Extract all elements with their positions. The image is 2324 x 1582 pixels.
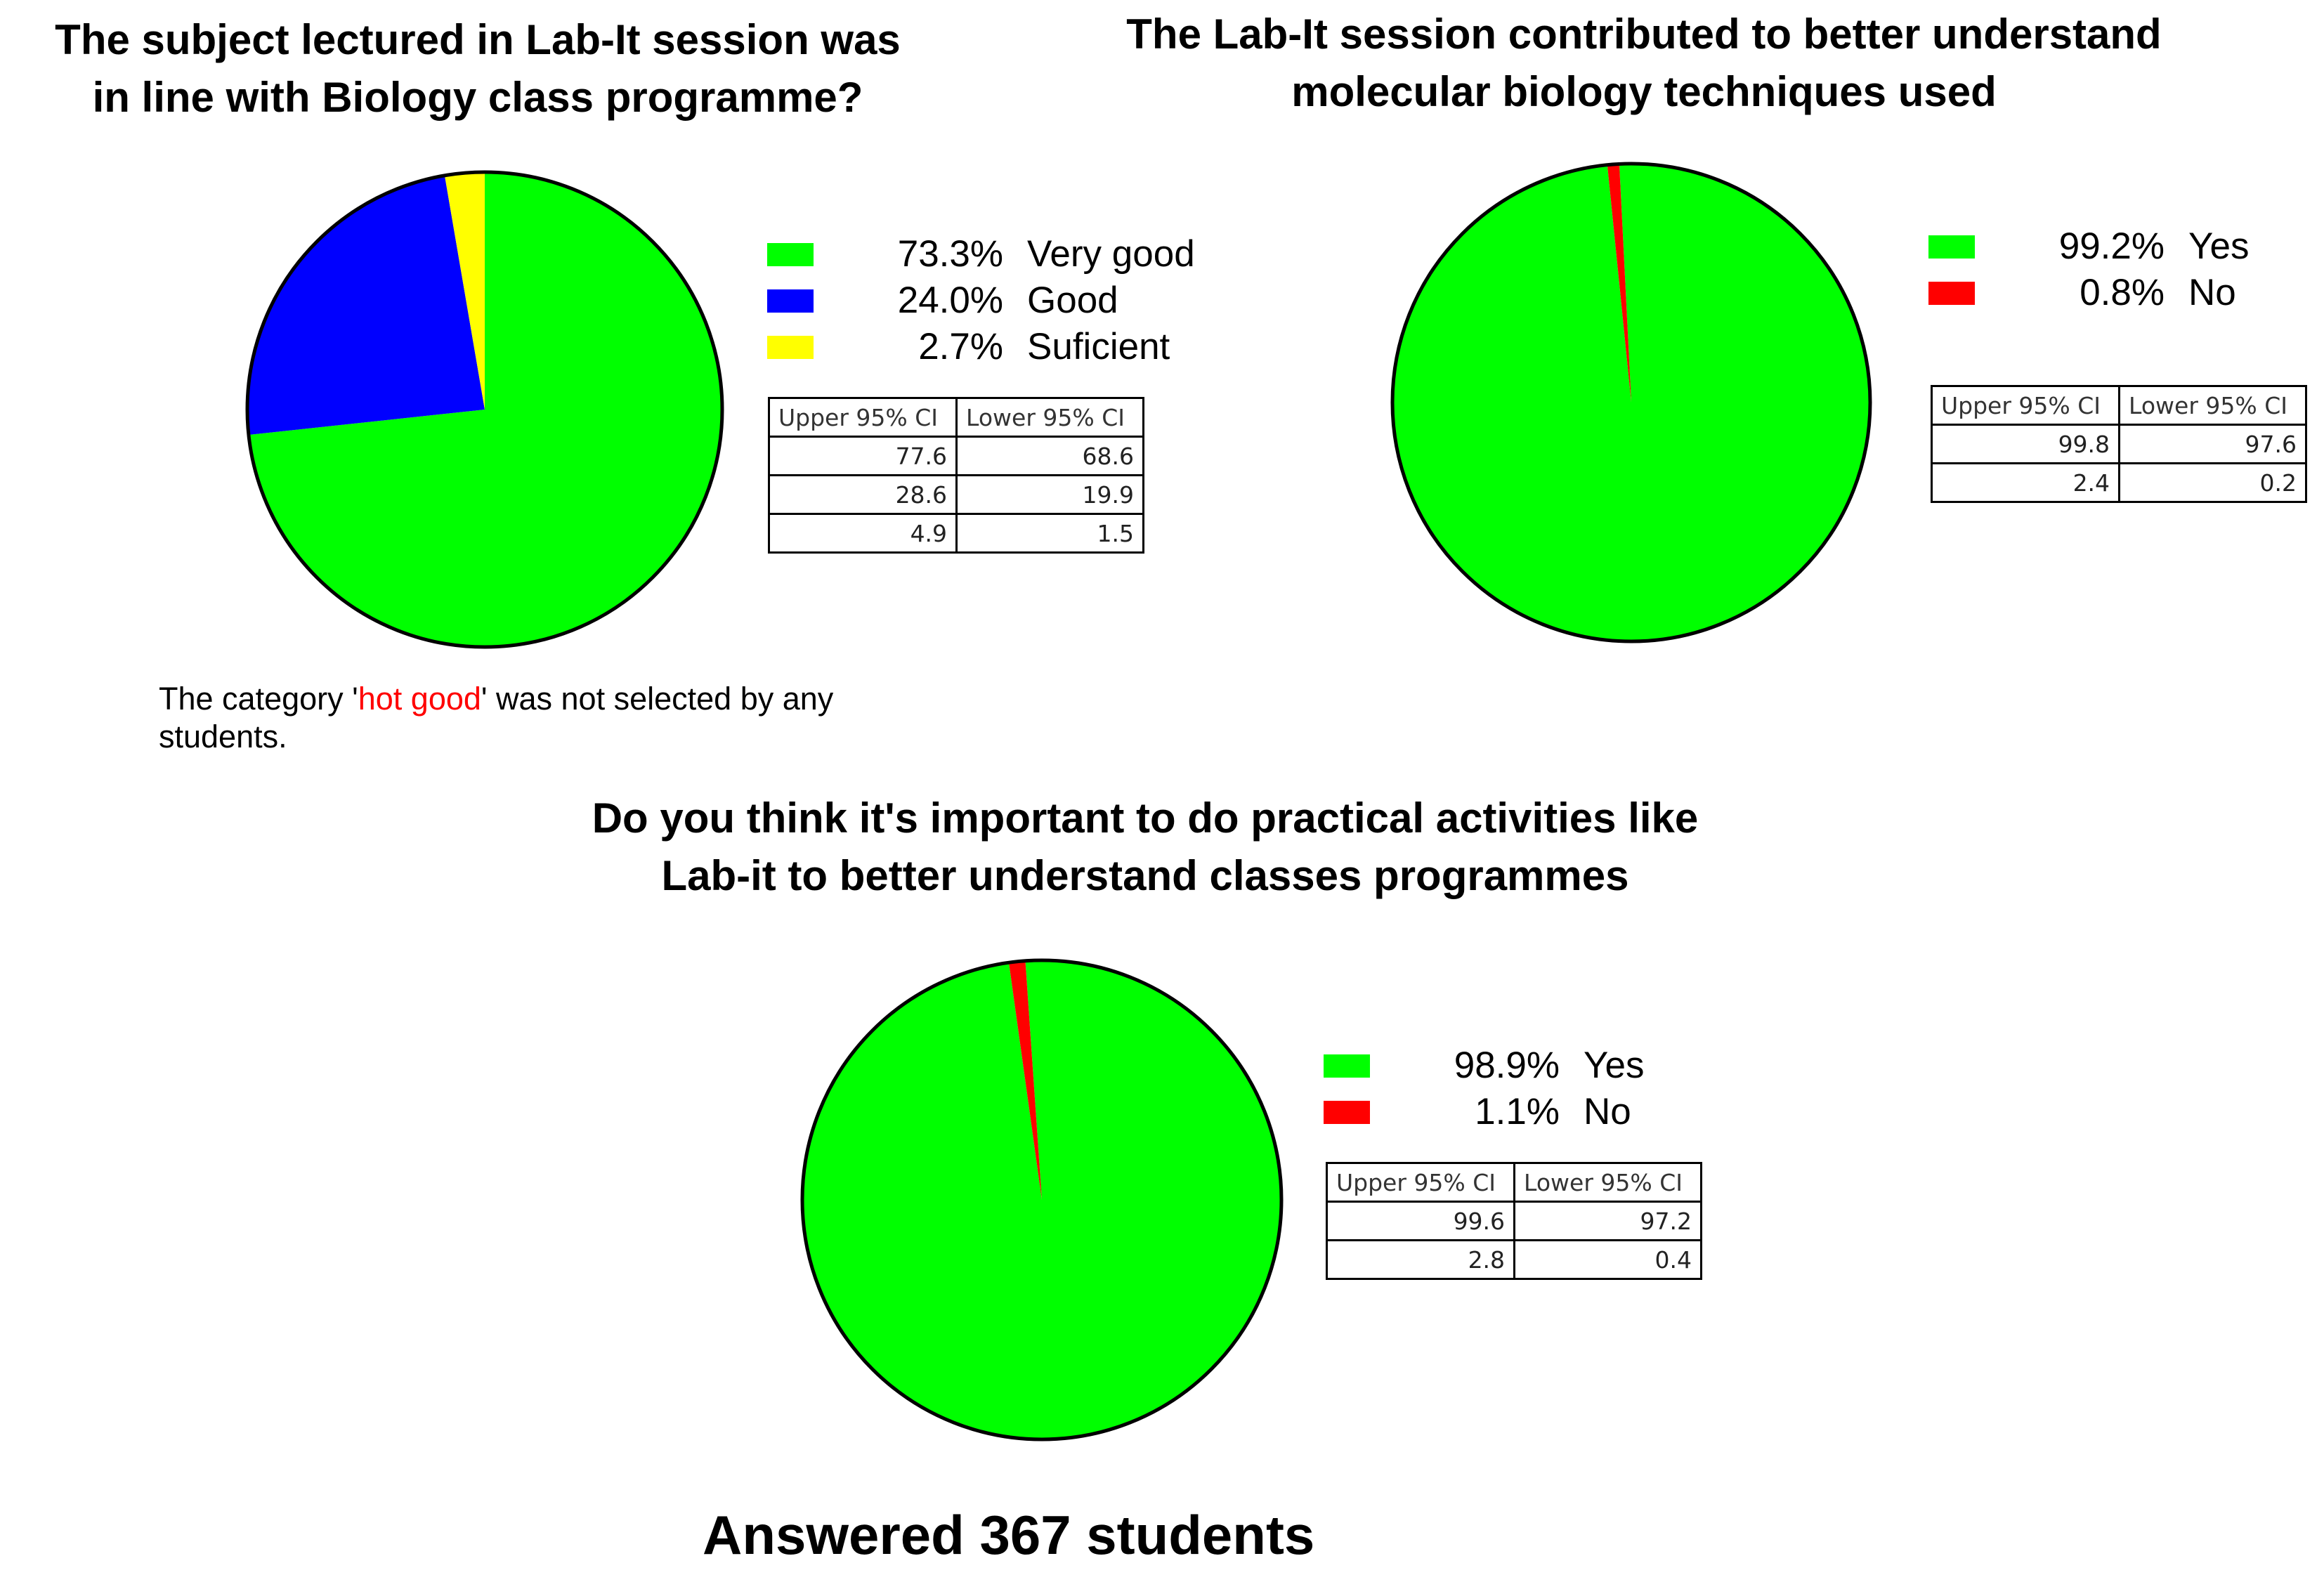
chart1-title: The subject lectured in Lab-It session w… — [14, 11, 941, 126]
legend-label: No — [1584, 1091, 1631, 1132]
ci-row: 77.6 68.6 — [767, 436, 1144, 476]
ci-header-lower: Lower 95% CI — [955, 397, 1144, 438]
legend-label: Yes — [1584, 1045, 1645, 1086]
legend-percent: 1.1% — [1475, 1091, 1560, 1132]
chart2-title-line1: The Lab-It session contributed to better… — [1126, 11, 2162, 58]
pie-slice-no — [1607, 164, 1631, 403]
ci-cell-upper: 2.4 — [1930, 462, 2121, 503]
chart3-title-line2: Lab-it to better understand classes prog… — [661, 852, 1629, 899]
chart1-title-line2: in line with Biology class programme? — [92, 74, 863, 121]
legend-item-yes: 98.9% Yes — [1324, 1042, 1644, 1089]
chart2-title: The Lab-It session contributed to better… — [1040, 6, 2248, 121]
ci-cell-upper: 4.9 — [767, 513, 958, 554]
note-text-after: ' was not selected by any students. — [159, 681, 834, 754]
pie-slice-very-good — [248, 172, 722, 648]
ci-row: 2.4 0.2 — [1930, 462, 2307, 503]
note-highlight: hot good — [358, 681, 481, 717]
pie-slice-suficient — [444, 172, 485, 410]
ci-header-row: Upper 95% CI Lower 95% CI — [1325, 1162, 1702, 1203]
legend-label: No — [2188, 272, 2236, 313]
ci-row: 4.9 1.5 — [767, 513, 1144, 554]
ci-row: 99.6 97.2 — [1325, 1201, 1702, 1241]
chart1-title-line1: The subject lectured in Lab-It session w… — [55, 16, 901, 63]
ci-cell-lower: 1.5 — [955, 513, 1144, 554]
legend-percent: 2.7% — [918, 326, 1003, 367]
ci-cell-lower: 68.6 — [955, 436, 1144, 476]
legend-percent: 99.2% — [2058, 225, 2165, 267]
chart1-legend: 73.3% Very good 24.0% Good 2.7% Suficien… — [767, 231, 1195, 370]
legend-swatch — [1324, 1100, 1370, 1124]
pie-outline — [245, 170, 724, 649]
chart2-title-line2: molecular biology techniques used — [1291, 68, 1997, 115]
legend-label: Good — [1027, 280, 1118, 321]
legend-item-suficient: 2.7% Suficient — [767, 324, 1195, 370]
legend-swatch — [767, 335, 814, 359]
ci-cell-lower: 0.4 — [1513, 1239, 1702, 1280]
ci-header-row: Upper 95% CI Lower 95% CI — [767, 397, 1144, 438]
legend-item-no: 1.1% No — [1324, 1089, 1644, 1135]
ci-row: 2.8 0.4 — [1325, 1239, 1702, 1280]
legend-percent: 98.9% — [1454, 1045, 1560, 1086]
note-text-before: The category ' — [159, 681, 358, 717]
chart3-title: Do you think it's important to do practi… — [450, 790, 1841, 905]
chart1-ci-table: Upper 95% CI Lower 95% CI 77.6 68.6 28.6… — [767, 397, 1144, 554]
footer-answered-count: Answered 367 students — [703, 1504, 1315, 1566]
ci-header-lower: Lower 95% CI — [2118, 385, 2307, 426]
chart2-ci-table: Upper 95% CI Lower 95% CI 99.8 97.6 2.4 … — [1930, 385, 2307, 503]
legend-swatch — [1928, 235, 1975, 259]
ci-cell-lower: 97.6 — [2118, 424, 2307, 464]
chart3-legend: 98.9% Yes 1.1% No — [1324, 1042, 1644, 1135]
ci-header-upper: Upper 95% CI — [767, 397, 958, 438]
pie-outline — [1390, 162, 1872, 643]
pie-slice-yes — [802, 960, 1282, 1439]
ci-cell-lower: 0.2 — [2118, 462, 2307, 503]
ci-row: 28.6 19.9 — [767, 474, 1144, 515]
legend-swatch — [1928, 281, 1975, 305]
chart1-note: The category 'hot good' was not selected… — [159, 680, 939, 756]
ci-header-upper: Upper 95% CI — [1930, 385, 2121, 426]
ci-header-upper: Upper 95% CI — [1325, 1162, 1516, 1203]
ci-cell-upper: 99.8 — [1930, 424, 2121, 464]
ci-cell-upper: 2.8 — [1325, 1239, 1516, 1280]
chart3-title-line1: Do you think it's important to do practi… — [592, 795, 1699, 842]
ci-cell-lower: 97.2 — [1513, 1201, 1702, 1241]
pie-outline — [800, 958, 1284, 1442]
ci-cell-upper: 28.6 — [767, 474, 958, 515]
ci-header-lower: Lower 95% CI — [1513, 1162, 1702, 1203]
legend-item-yes: 99.2% Yes — [1928, 223, 2249, 270]
legend-percent: 0.8% — [2080, 272, 2165, 313]
legend-item-no: 0.8% No — [1928, 270, 2249, 316]
legend-item-very-good: 73.3% Very good — [767, 231, 1195, 277]
ci-row: 99.8 97.6 — [1930, 424, 2307, 464]
ci-cell-upper: 77.6 — [767, 436, 958, 476]
ci-cell-upper: 99.6 — [1325, 1201, 1516, 1241]
legend-percent: 24.0% — [897, 280, 1003, 321]
ci-header-row: Upper 95% CI Lower 95% CI — [1930, 385, 2307, 426]
ci-cell-lower: 19.9 — [955, 474, 1144, 515]
legend-swatch — [767, 289, 814, 313]
chart2-legend: 99.2% Yes 0.8% No — [1928, 223, 2249, 316]
legend-percent: 73.3% — [897, 233, 1003, 275]
legend-label: Yes — [2188, 225, 2250, 267]
legend-label: Very good — [1027, 233, 1195, 275]
pie-slice-no — [1009, 960, 1042, 1200]
legend-swatch — [767, 242, 814, 266]
legend-item-good: 24.0% Good — [767, 277, 1195, 324]
chart3-ci-table: Upper 95% CI Lower 95% CI 99.6 97.2 2.8 … — [1325, 1162, 1702, 1280]
pie-slice-good — [247, 175, 485, 436]
legend-label: Suficient — [1027, 326, 1170, 367]
legend-swatch — [1324, 1054, 1370, 1078]
